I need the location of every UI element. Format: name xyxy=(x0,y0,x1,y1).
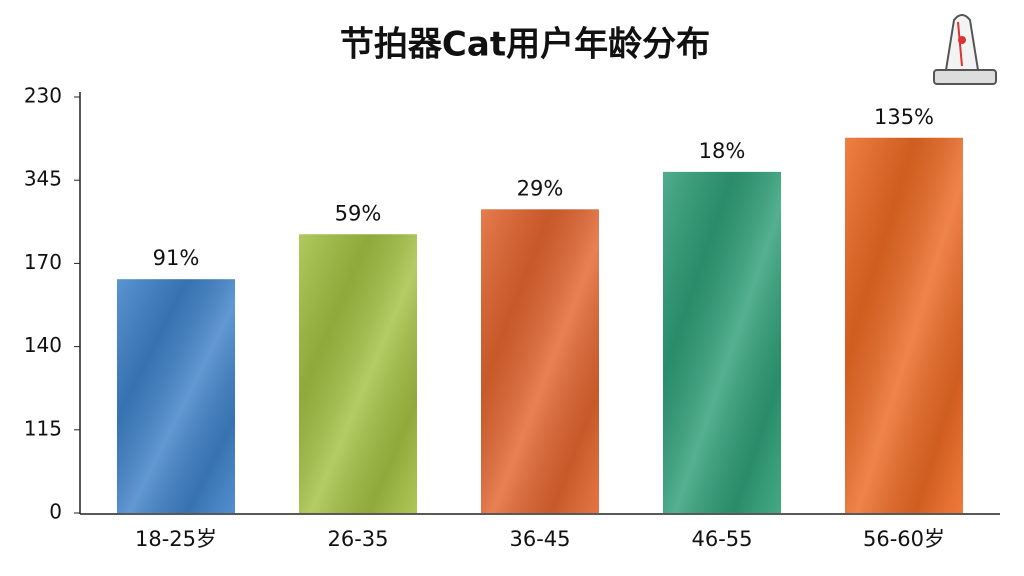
y-tick-label: 0 xyxy=(49,500,62,524)
y-tick-label: 230 xyxy=(24,84,62,108)
value-label: 29% xyxy=(517,176,564,200)
value-label: 59% xyxy=(335,201,382,225)
y-tick-label: 115 xyxy=(24,416,62,440)
bar-texture xyxy=(299,234,417,513)
value-label: 91% xyxy=(153,246,200,270)
y-tick-label: 140 xyxy=(24,333,62,357)
x-tick-label: 36-45 xyxy=(509,527,570,551)
x-tick-label: 18-25岁 xyxy=(135,527,217,551)
value-label: 18% xyxy=(699,139,746,163)
x-tick-label: 26-35 xyxy=(327,527,388,551)
bar-texture xyxy=(845,137,963,513)
x-tick-label: 46-55 xyxy=(691,527,752,551)
bar-texture xyxy=(663,171,781,513)
x-tick-label: 56-60岁 xyxy=(863,527,945,551)
y-tick-label: 345 xyxy=(24,167,62,191)
metronome-icon xyxy=(933,14,997,85)
bar-texture xyxy=(117,279,235,513)
bar-texture xyxy=(481,209,599,513)
value-label: 135% xyxy=(874,105,934,129)
y-tick-label: 170 xyxy=(24,250,62,274)
chart-title: 节拍器Cat用户年龄分布 xyxy=(340,25,710,65)
